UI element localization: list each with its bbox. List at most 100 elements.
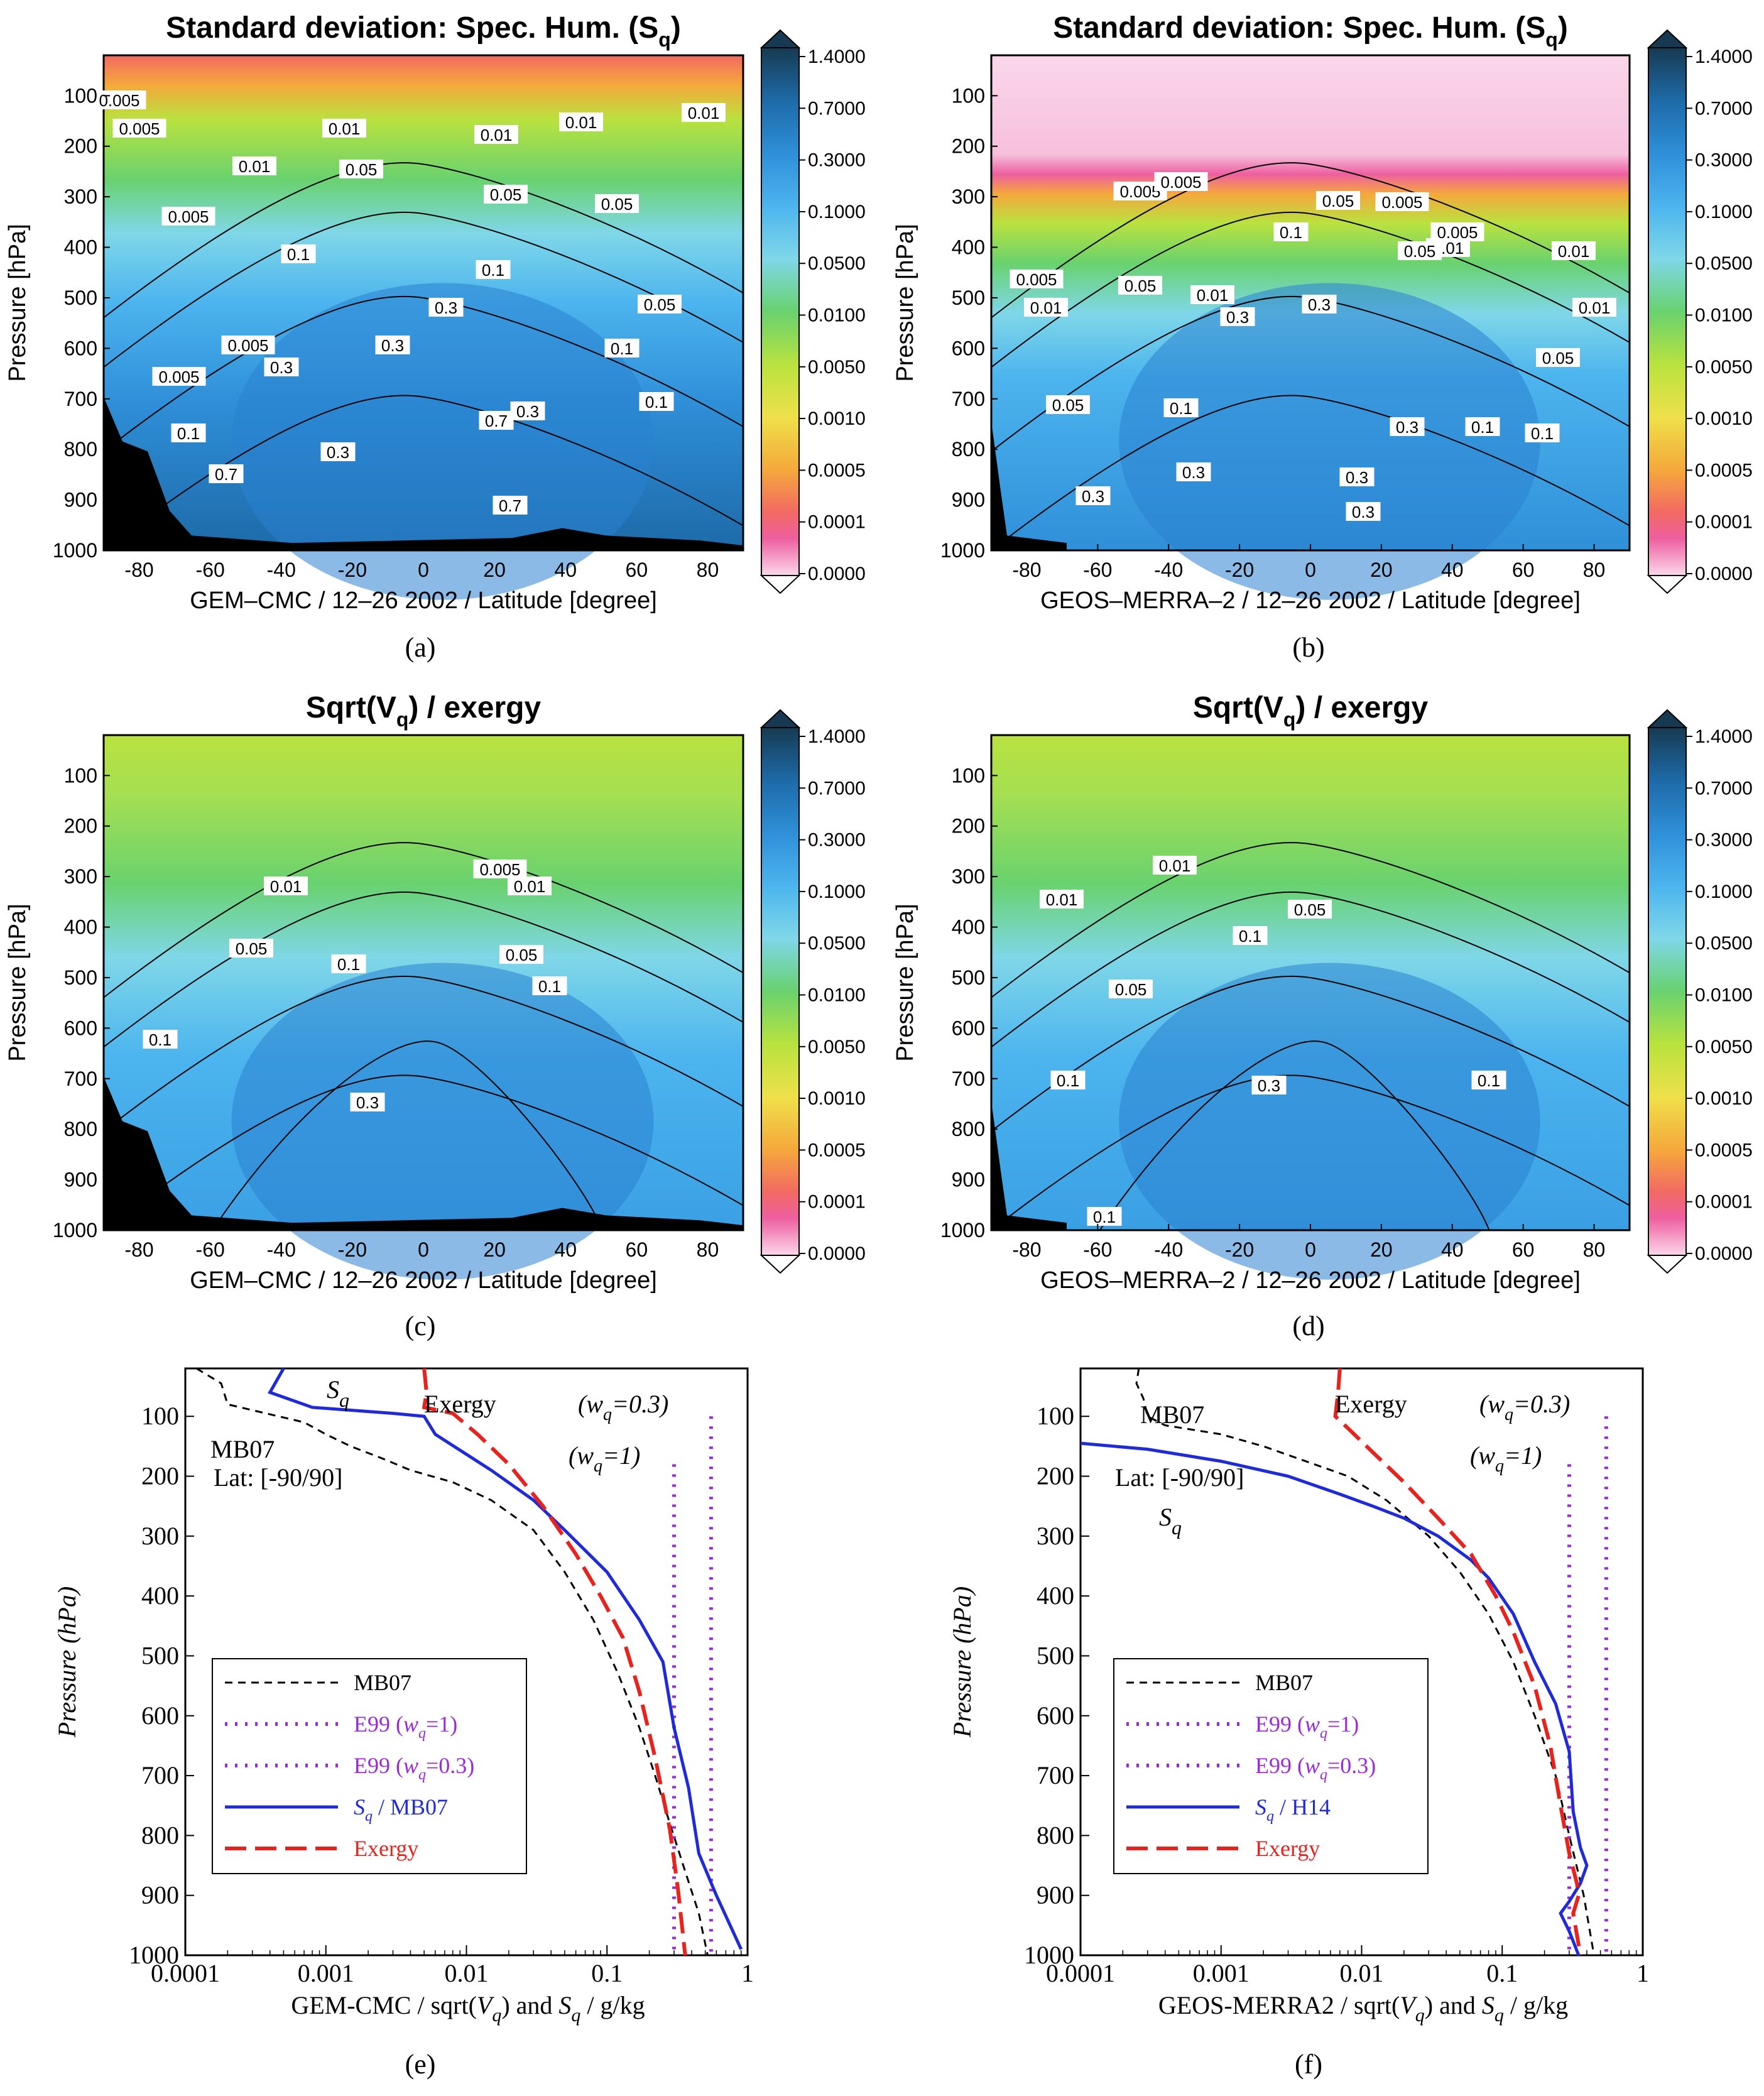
contour-label-text: 0.3 <box>1082 487 1104 506</box>
contour-label: 0.05 <box>1398 241 1442 261</box>
contour-label-text: 0.1 <box>1478 1071 1500 1090</box>
x-axis-label: GEM–CMC / 12–26 2002 / Latitude [degree] <box>190 1267 657 1294</box>
x-tick-label: 0.001 <box>1193 1959 1250 1987</box>
contour-line-03 <box>1099 1040 1490 1231</box>
contour-label: 0.05 <box>1118 276 1162 295</box>
legend-entry: Exergy <box>1255 1836 1320 1861</box>
contour-label-text: 0.05 <box>236 939 268 958</box>
contour-label-text: 0.05 <box>1052 396 1084 415</box>
contour-label: 0.01 <box>1572 298 1616 317</box>
x-axis-label: GEOS–MERRA–2 / 12–26 2002 / Latitude [de… <box>1040 587 1581 614</box>
contour-label-text: 0.05 <box>644 295 676 314</box>
annotation-w-end: =0.3) <box>1513 1390 1570 1418</box>
colorbar-max-arrow <box>1647 29 1688 48</box>
colorbar-tick-label: 0.1000 <box>1695 202 1753 222</box>
series-line <box>1135 1368 1595 1956</box>
colorbar-tick-label: 0.0050 <box>808 1037 866 1057</box>
contour-label-bg <box>1233 926 1268 945</box>
contour-label: 0.005 <box>473 860 527 879</box>
y-tick-label: 700 <box>952 1067 985 1090</box>
annotation-sq-main: S <box>327 1375 339 1404</box>
legend-box <box>212 1658 527 1874</box>
legend-entry: Exergy <box>354 1836 418 1861</box>
title-end: ) / exergy <box>408 691 541 724</box>
contour-label-bg <box>1220 307 1255 326</box>
x-tick-label: 80 <box>1583 559 1606 581</box>
colorbar-tick-label: 0.0000 <box>1695 1243 1753 1264</box>
x-tick-label: -20 <box>1225 559 1254 581</box>
x-tick-label: -80 <box>124 1238 153 1261</box>
legend-end: =1) <box>1327 1711 1359 1737</box>
annotation-exergy: Exergy <box>424 1390 496 1418</box>
contour-label-bg <box>221 336 275 354</box>
contour-label: 0.1 <box>1465 417 1500 437</box>
contour-label-bg <box>1109 980 1153 998</box>
y-tick-label: 1000 <box>53 539 97 562</box>
series-line <box>268 1367 743 1950</box>
y-tick-label: 900 <box>1037 1881 1074 1909</box>
y-tick-label: 1000 <box>940 1219 985 1242</box>
xlabel-s: S <box>1482 1991 1494 2019</box>
contour-label-text: 0.1 <box>287 245 310 264</box>
contour-label: 0.7 <box>493 496 528 515</box>
y-tick-label: 600 <box>952 337 985 359</box>
contour-label: 0.05 <box>484 185 528 204</box>
core-region <box>1119 963 1540 1280</box>
contour-label-bg <box>375 336 410 354</box>
annotation-w: (w <box>1479 1390 1505 1418</box>
contour-label-bg <box>1154 172 1208 191</box>
y-tick-label: 600 <box>64 337 97 359</box>
topography <box>104 396 743 550</box>
contour-line <box>991 842 1630 998</box>
contour-label-bg <box>1075 486 1111 505</box>
xlabel-sub: q <box>1415 2005 1425 2026</box>
legend-w: w <box>1305 1711 1320 1737</box>
x-tick-label: 0.01 <box>1340 1959 1384 1987</box>
contour-label-text: 0.3 <box>1226 308 1249 327</box>
legend-entry: E99 (wq=1) <box>1255 1711 1359 1742</box>
y-tick-label: 900 <box>64 1169 97 1191</box>
x-tick-label: 20 <box>483 559 506 581</box>
contour-label: 0.1 <box>1273 222 1309 242</box>
xlabel-end: / g/kg <box>580 1991 645 2019</box>
contour-label: 0.005 <box>1113 182 1167 201</box>
panel-label: (d) <box>1292 1311 1324 1341</box>
y-tick-label: 800 <box>64 1118 97 1140</box>
contour-label: 0.1 <box>281 244 316 264</box>
panel-label: (a) <box>405 632 436 663</box>
contour-label-text: 0.01 <box>1159 856 1191 875</box>
contour-label-bg <box>639 392 674 411</box>
contour-label: 0.01 <box>682 103 726 123</box>
annotation-exergy: Exergy <box>1335 1390 1407 1418</box>
y-axis-label: Pressure [hPa] <box>4 903 31 1061</box>
contour-label-text: 0.05 <box>1542 349 1574 368</box>
contour-label-text: 0.005 <box>479 860 520 879</box>
legend-entry: MB07 <box>1255 1670 1313 1695</box>
colorbar <box>761 47 800 576</box>
title-subscript: q <box>396 708 409 731</box>
y-tick-label: 800 <box>952 1118 985 1140</box>
contour-label-bg <box>1390 417 1425 436</box>
contour-label-bg <box>1190 285 1234 304</box>
y-tick-label: 300 <box>952 185 985 208</box>
y-tick-label: 500 <box>1037 1641 1074 1669</box>
x-tick-label: -60 <box>1083 1238 1112 1261</box>
contour-label-bg <box>152 367 206 386</box>
title-end: ) / exergy <box>1295 691 1428 724</box>
series-line <box>195 1367 709 1956</box>
contour-label: 0.01 <box>1190 285 1234 305</box>
y-tick-label: 900 <box>952 1169 985 1191</box>
y-tick-label: 600 <box>141 1701 179 1730</box>
annotation-w: (w <box>569 1441 594 1470</box>
contour-label-bg <box>92 90 146 109</box>
contour-label-bg <box>112 119 166 138</box>
contour-line <box>103 1074 744 1231</box>
legend-sub: q <box>1320 1725 1327 1742</box>
y-tick-label: 200 <box>64 815 97 838</box>
legend-e99: E99 ( <box>1255 1711 1305 1737</box>
contour-label: 0.3 <box>375 336 410 355</box>
annotation-w: (w <box>1470 1441 1495 1470</box>
contour-label: 0.05 <box>499 945 543 964</box>
contour-line <box>103 162 744 319</box>
contour-label-text: 0.005 <box>99 91 139 110</box>
